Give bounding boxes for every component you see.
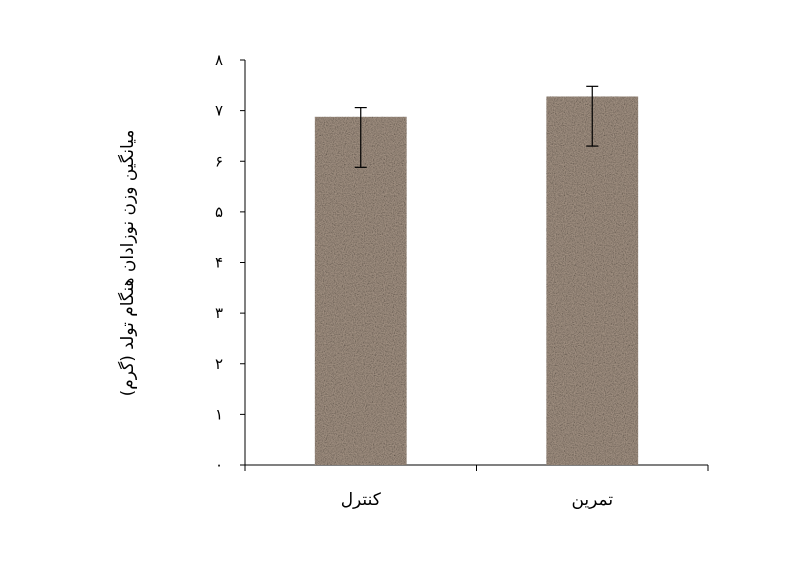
bar-1	[314, 116, 407, 465]
x-tick-label: کنترل	[341, 490, 382, 510]
x-ticks: کنترل تمرین	[244, 465, 709, 510]
y-axis-title: میانگین وزن نوزادان هنگام تولد (گرم)	[117, 130, 138, 397]
y-tick-label: ۷	[215, 102, 223, 120]
y-tick-label: ۴	[215, 254, 223, 272]
y-tick-label: ۲	[215, 355, 223, 373]
y-tick-label: ۳	[215, 304, 223, 322]
y-tick-label: ۰	[215, 456, 223, 474]
y-tick-label: ۶	[215, 152, 223, 170]
bars	[314, 96, 639, 465]
error-bars	[354, 85, 599, 168]
y-tick-label: ۵	[215, 203, 223, 221]
bar-2	[546, 96, 639, 465]
axes	[244, 60, 708, 466]
y-tick-label: ۸	[215, 51, 223, 69]
x-tick-label: تمرین	[571, 490, 613, 510]
y-ticks: ۰ ۱ ۲ ۳ ۴ ۵ ۶ ۷ ۸	[215, 51, 245, 474]
y-axis-title-group: میانگین وزن نوزادان هنگام تولد (گرم)	[117, 130, 138, 397]
y-tick-label: ۱	[215, 405, 223, 423]
